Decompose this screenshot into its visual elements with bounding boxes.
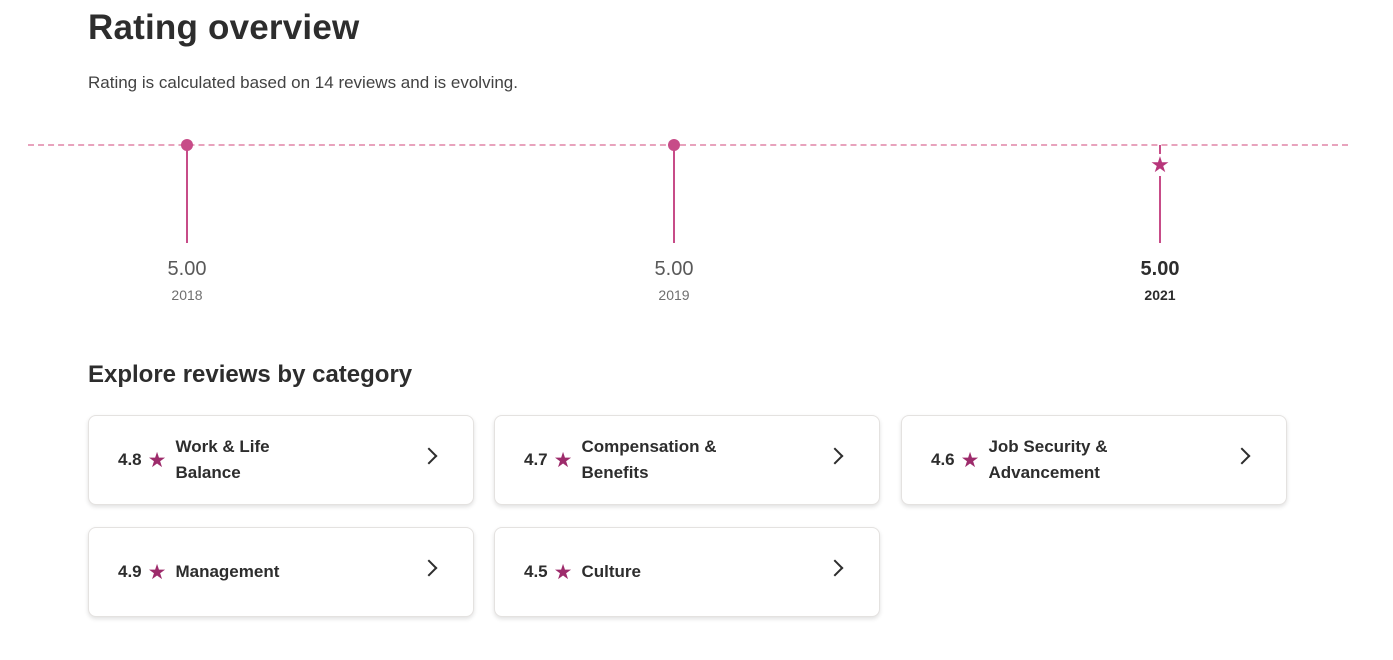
timeline-value: 5.00 [167, 258, 207, 280]
timeline-value: 5.00 [1140, 258, 1180, 280]
category-rating: 4.6 [931, 450, 955, 469]
page-title: Rating overview [88, 8, 360, 47]
rating-subtitle: Rating is calculated based on 14 reviews… [88, 73, 518, 92]
timeline-year: 2018 [171, 287, 203, 303]
star-icon: ★ [553, 448, 573, 472]
category-rating: 4.5 [524, 562, 548, 581]
timeline-line [28, 144, 1348, 146]
category-card-culture[interactable]: 4.5 ★ Culture [494, 527, 880, 617]
category-label: Compensation & Benefits [581, 437, 717, 482]
chevron-right-icon [420, 559, 438, 577]
category-card-work-life-balance[interactable]: 4.8 ★ Work & Life Balance [88, 415, 474, 505]
timeline-stem [1159, 145, 1161, 243]
category-label: Work & Life Balance [175, 437, 270, 482]
chevron-right-icon [1233, 447, 1251, 465]
timeline-value: 5.00 [654, 258, 694, 280]
star-icon: ★ [147, 448, 167, 472]
rating-timeline: 5.00 2018 5.00 2019 ★ 5.00 2021 [0, 120, 1393, 320]
category-rating: 4.9 [118, 562, 142, 581]
star-icon: ★ [147, 560, 167, 584]
star-icon: ★ [960, 448, 980, 472]
category-section-title: Explore reviews by category [88, 361, 413, 388]
timeline-stem [186, 145, 188, 243]
chevron-right-icon [826, 447, 844, 465]
star-icon: ★ [553, 560, 573, 584]
chevron-right-icon [420, 447, 438, 465]
timeline-year: 2019 [658, 287, 690, 303]
category-label: Management [175, 562, 280, 581]
category-rating: 4.8 [118, 450, 142, 469]
category-label: Culture [581, 562, 641, 581]
timeline-stem [673, 145, 675, 243]
timeline-star-icon: ★ [1149, 152, 1171, 177]
chevron-right-icon [826, 559, 844, 577]
category-card-compensation-benefits[interactable]: 4.7 ★ Compensation & Benefits [494, 415, 880, 505]
category-card-job-security-advancement[interactable]: 4.6 ★ Job Security & Advancement [901, 415, 1287, 505]
timeline-year: 2021 [1144, 287, 1176, 303]
category-rating: 4.7 [524, 450, 548, 469]
category-label: Job Security & Advancement [988, 437, 1108, 482]
category-card-management[interactable]: 4.9 ★ Management [88, 527, 474, 617]
